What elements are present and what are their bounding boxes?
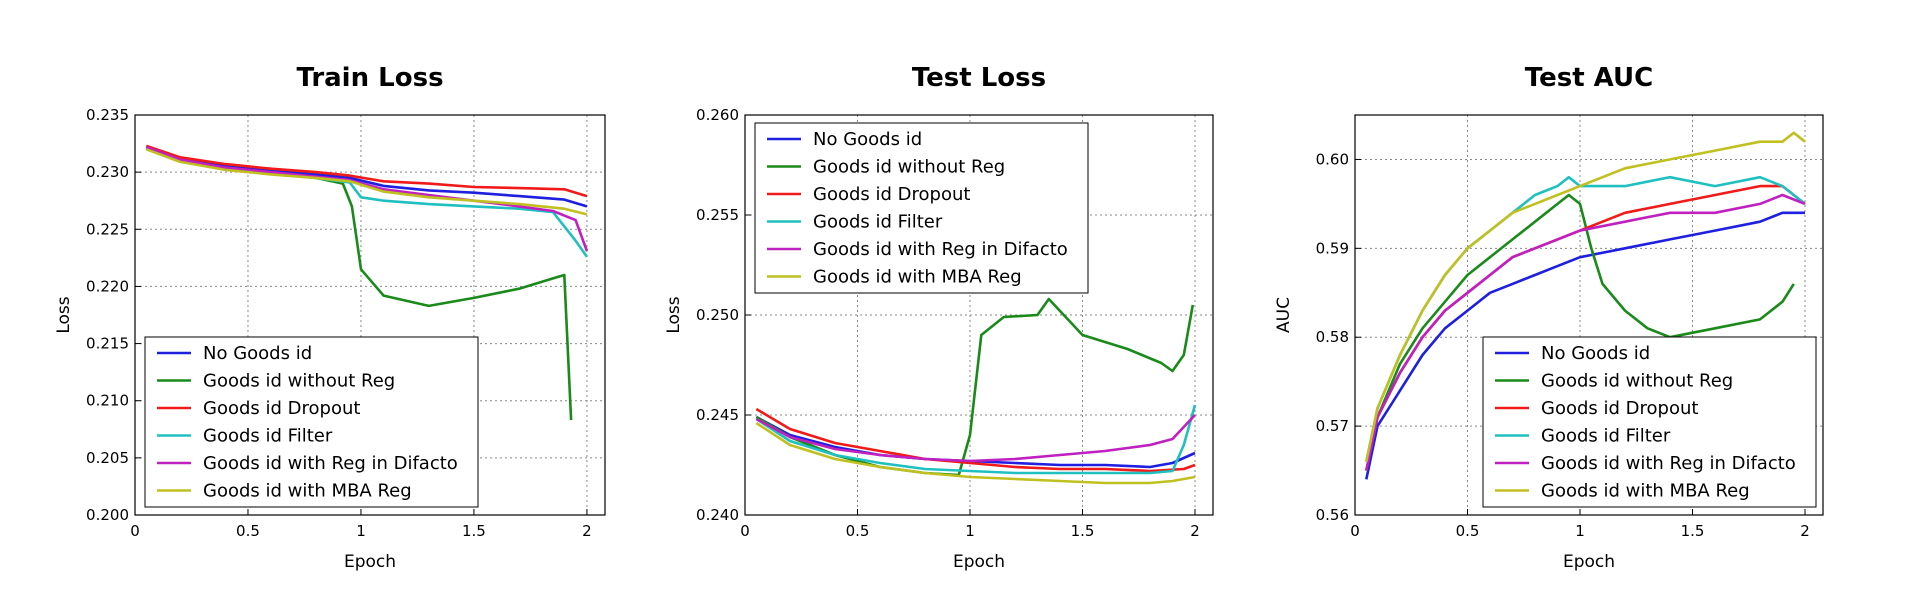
series-line xyxy=(145,145,589,252)
x-tick-label: 0 xyxy=(130,522,140,540)
y-tick-label: 0.210 xyxy=(86,392,129,410)
series-line xyxy=(1365,193,1806,471)
x-tick-label: 2 xyxy=(1190,522,1200,540)
y-tick-label: 0.260 xyxy=(696,106,739,124)
x-tick-label: 2 xyxy=(1800,522,1810,540)
x-tick-label: 0 xyxy=(740,522,750,540)
y-axis-label: AUC xyxy=(1274,297,1294,333)
y-tick-label: 0.220 xyxy=(86,277,129,295)
series-line xyxy=(1365,131,1806,462)
plot-frame xyxy=(1354,114,1824,516)
x-tick-label: 1 xyxy=(965,522,975,540)
y-tick-label: 0.58 xyxy=(1316,328,1349,346)
legend-box xyxy=(754,122,1089,294)
series-line xyxy=(1365,211,1805,480)
y-tick-label: 0.59 xyxy=(1316,239,1349,257)
y-tick-label: 0.200 xyxy=(86,506,129,524)
chart-panel-1: 0 0.5 1 1.5 2 0.200 0.205 0.210 0.215 0.220 0.225 0… xyxy=(54,63,606,572)
legend-label: Goods id Filter xyxy=(813,212,943,233)
legend-label: Goods id Filter xyxy=(1541,426,1671,447)
y-tick-label: 0.235 xyxy=(86,106,129,124)
x-tick-label: 2 xyxy=(582,522,592,540)
legend-label: Goods id Dropout xyxy=(203,398,360,419)
x-tick-label: 1.5 xyxy=(462,522,486,540)
y-tick-label: 0.245 xyxy=(696,406,739,424)
legend-box xyxy=(144,336,479,508)
legend: No Goods id Goods id without Reg Goods id … xyxy=(754,122,1089,294)
legend-label: No Goods id xyxy=(203,343,312,364)
legend-label: Goods id with Reg in Difacto xyxy=(203,453,458,474)
x-tick-label: 1.5 xyxy=(1681,522,1705,540)
legend-label: No Goods id xyxy=(813,129,922,150)
legend-label: Goods id with Reg in Difacto xyxy=(813,239,1068,260)
x-axis-label: Epoch xyxy=(344,552,396,572)
legend-label: No Goods id xyxy=(1541,343,1650,364)
x-tick-label: 1 xyxy=(1575,522,1585,540)
series-line xyxy=(755,404,1197,475)
plot-frame xyxy=(134,114,606,516)
x-tick-label: 0.5 xyxy=(846,522,870,540)
legend-label: Goods id without Reg xyxy=(203,371,395,392)
legend-label: Goods id without Reg xyxy=(1541,371,1733,392)
series-line xyxy=(1365,193,1795,471)
y-tick-label: 0.225 xyxy=(86,220,129,238)
legend-label: Goods id with MBA Reg xyxy=(1541,481,1750,502)
x-tick-label: 0.5 xyxy=(1456,522,1480,540)
y-tick-label: 0.255 xyxy=(696,206,739,224)
y-tick-label: 0.230 xyxy=(86,163,129,181)
chart-panel-3: 0 0.5 1 1.5 2 0.56 0.57 0.58 0.59 0.60 Test AUC Epo… xyxy=(1274,63,1824,572)
y-tick-label: 0.240 xyxy=(696,506,739,524)
y-tick-label: 0.57 xyxy=(1316,417,1349,435)
legend-label: Goods id Dropout xyxy=(813,184,970,205)
legend-label: Goods id without Reg xyxy=(813,157,1005,178)
chart-panel-2: 0 0.5 1 1.5 2 0.240 0.245 0.250 0.255 0.260 Test L… xyxy=(664,63,1214,572)
legend-box xyxy=(1482,336,1817,508)
y-tick-label: 0.205 xyxy=(86,449,129,467)
series-line xyxy=(755,407,1196,473)
y-axis-label: Loss xyxy=(664,296,684,333)
series-line xyxy=(755,415,1196,469)
y-tick-label: 0.60 xyxy=(1316,150,1349,168)
legend: No Goods id Goods id without Reg Goods id … xyxy=(144,336,479,508)
x-axis-label: Epoch xyxy=(953,552,1005,572)
legend-label: Goods id with MBA Reg xyxy=(203,481,412,502)
x-axis-label: Epoch xyxy=(1563,552,1615,572)
y-tick-label: 0.215 xyxy=(86,335,129,353)
x-tick-label: 0 xyxy=(1350,522,1360,540)
x-tick-label: 1 xyxy=(356,522,366,540)
chart-title: Test AUC xyxy=(1525,63,1653,93)
legend: No Goods id Goods id without Reg Goods id … xyxy=(1482,336,1817,508)
series-line xyxy=(755,414,1196,463)
y-tick-label: 0.250 xyxy=(696,306,739,324)
legend-label: Goods id with MBA Reg xyxy=(813,267,1022,288)
chart-title: Train Loss xyxy=(296,63,443,93)
series-line xyxy=(145,144,588,198)
y-tick-label: 0.56 xyxy=(1316,506,1349,524)
series-line xyxy=(755,421,1196,485)
x-tick-label: 1.5 xyxy=(1071,522,1095,540)
y-axis-label: Loss xyxy=(54,296,74,333)
legend-label: Goods id Dropout xyxy=(1541,398,1698,419)
series-line xyxy=(755,297,1195,477)
chart-title: Test Loss xyxy=(912,63,1046,93)
x-tick-label: 0.5 xyxy=(236,522,260,540)
series-line xyxy=(145,148,588,216)
legend-label: Goods id Filter xyxy=(203,426,333,447)
legend-label: Goods id with Reg in Difacto xyxy=(1541,453,1796,474)
